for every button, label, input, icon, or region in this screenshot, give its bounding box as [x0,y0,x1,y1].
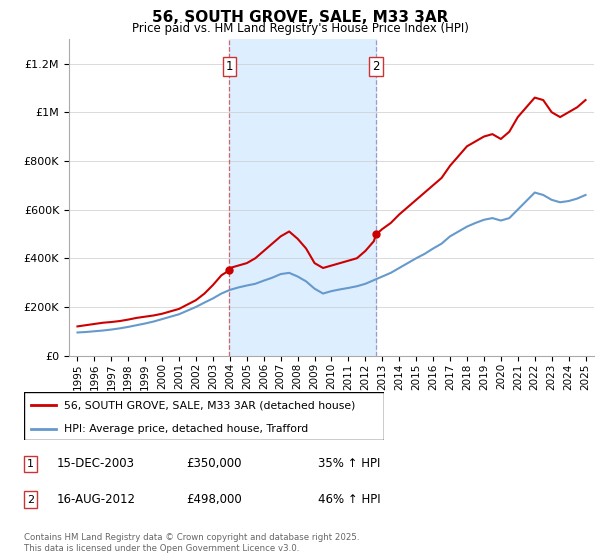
Text: 35% ↑ HPI: 35% ↑ HPI [318,457,380,470]
Text: 2: 2 [372,59,380,73]
Text: £498,000: £498,000 [186,493,242,506]
Text: HPI: Average price, detached house, Trafford: HPI: Average price, detached house, Traf… [64,424,308,434]
Text: 1: 1 [226,59,233,73]
Text: 56, SOUTH GROVE, SALE, M33 3AR (detached house): 56, SOUTH GROVE, SALE, M33 3AR (detached… [64,400,355,410]
Bar [229,39,376,356]
Text: 16-AUG-2012: 16-AUG-2012 [57,493,136,506]
Text: Price paid vs. HM Land Registry's House Price Index (HPI): Price paid vs. HM Land Registry's House … [131,22,469,35]
Text: 46% ↑ HPI: 46% ↑ HPI [318,493,380,506]
Text: 15-DEC-2003: 15-DEC-2003 [57,457,135,470]
Text: 1: 1 [27,459,34,469]
Text: £350,000: £350,000 [186,457,241,470]
Text: 56, SOUTH GROVE, SALE, M33 3AR: 56, SOUTH GROVE, SALE, M33 3AR [152,10,448,25]
Text: 2: 2 [27,494,34,505]
Text: Contains HM Land Registry data © Crown copyright and database right 2025.
This d: Contains HM Land Registry data © Crown c… [24,533,359,553]
